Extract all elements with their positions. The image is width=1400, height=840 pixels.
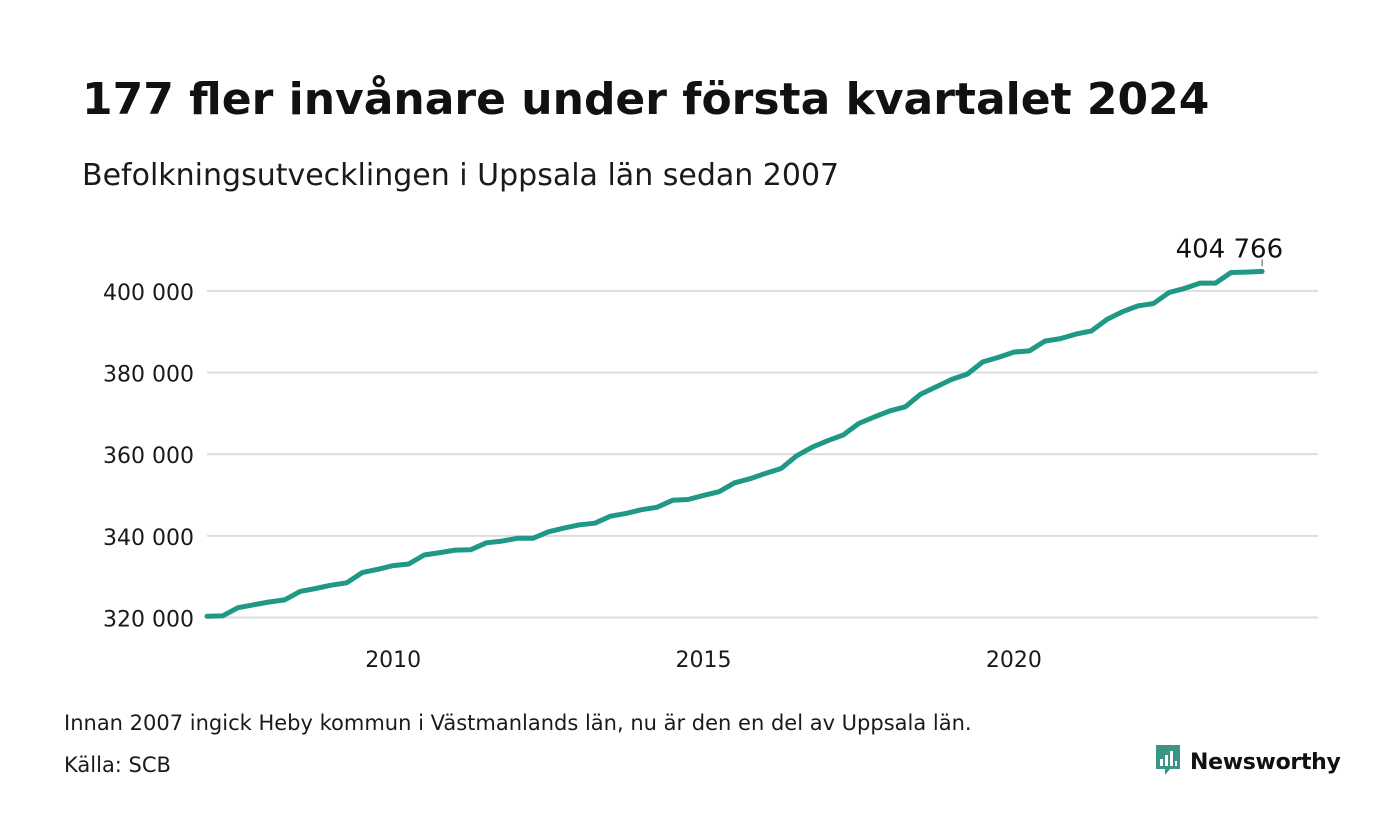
x-tick-label: 2020: [986, 648, 1042, 673]
line-chart: 320 000 340 000 360 000 380 000 400 000 2010…: [103, 234, 1318, 673]
x-tick-label: 2010: [365, 648, 421, 673]
x-tick-label: 2015: [676, 648, 732, 673]
end-value-label: 404 766: [1176, 234, 1284, 264]
series-layer: [204, 268, 1265, 619]
x-axis-tick-labels: 2010 2015 2020: [365, 648, 1042, 673]
y-tick-label: 380 000: [103, 363, 194, 388]
y-tick-label: 320 000: [103, 608, 194, 633]
series-line: [204, 268, 1265, 619]
y-axis-tick-labels: 320 000 340 000 360 000 380 000 400 000: [103, 281, 194, 633]
y-tick-label: 340 000: [103, 526, 194, 551]
chart-subtitle: Befolkningsutvecklingen i Uppsala län se…: [82, 158, 840, 193]
y-tick-label: 400 000: [103, 281, 194, 306]
chart-title: 177 fler invånare under första kvartalet…: [82, 74, 1210, 125]
grid-lines: [207, 289, 1318, 619]
y-tick-label: 360 000: [103, 444, 194, 469]
newsworthy-logo[interactable]: Newsworthy: [1154, 744, 1341, 780]
newsworthy-brand-name: Newsworthy: [1190, 749, 1341, 775]
newsworthy-logo-icon: [1154, 743, 1182, 781]
end-label-layer: 404 766: [1176, 234, 1284, 267]
footnote: Innan 2007 ingick Heby kommun i Västmanl…: [64, 711, 972, 735]
source-note: Källa: SCB: [64, 753, 171, 777]
